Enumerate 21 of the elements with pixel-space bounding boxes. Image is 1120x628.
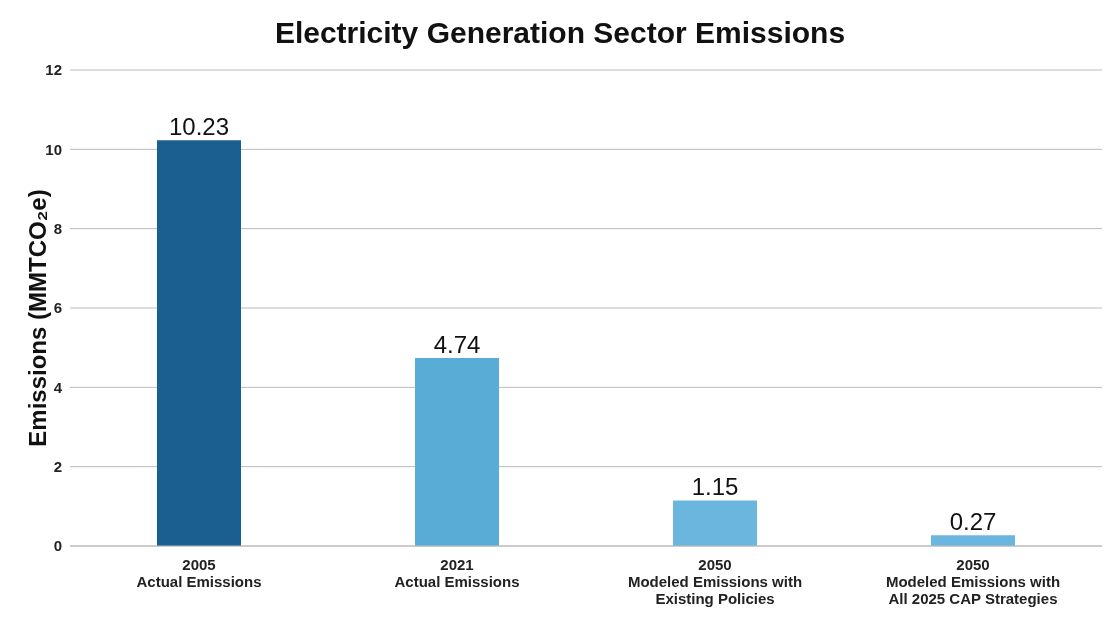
y-tick-label: 12 [45,61,62,79]
bar [673,500,757,546]
bar [931,535,1015,546]
y-axis-title: Emissions (MMTCO₂e) [24,189,52,447]
x-tick-label: 2005 Actual Emissions [136,556,262,590]
data-label: 4.74 [433,330,481,358]
x-tick-label: 2050 Modeled Emissions with Existing Policies [627,556,803,607]
x-tick-label: 2050 Modeled Emissions with All 2025 CAP Strategies [885,556,1061,607]
bar [157,140,241,546]
data-label: 0.27 [949,508,997,536]
data-label: 1.15 [691,473,739,501]
data-label: 10.23 [168,113,230,141]
x-tick-label: 2021 Actual Emissions [394,556,520,590]
y-tick-label: 2 [53,457,62,475]
y-tick-label: 10 [45,140,62,158]
bar [415,357,499,546]
y-tick-label: 8 [53,219,62,237]
y-tick-label: 4 [53,378,63,396]
y-tick-label: 0 [53,537,62,555]
y-tick-label: 6 [53,299,62,317]
chart-title: Electricity Generation Sector Emissions [273,16,847,50]
